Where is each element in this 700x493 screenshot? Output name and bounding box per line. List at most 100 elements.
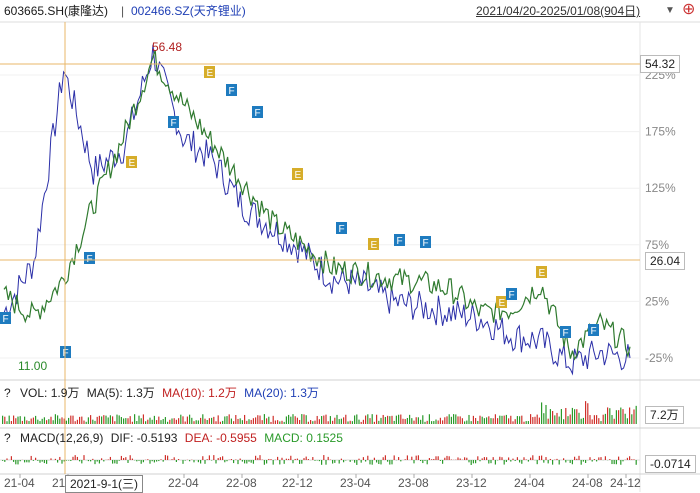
marker-e-badge[interactable]: E: [536, 266, 547, 279]
svg-text:F: F: [423, 238, 429, 249]
macd-bar: [77, 457, 78, 460]
macd-bar: [369, 460, 370, 464]
volume-bar: [376, 415, 377, 424]
macd-bar: [130, 455, 131, 460]
volume-bar: [22, 421, 23, 424]
macd-bar: [33, 460, 34, 461]
volume-bar: [431, 421, 432, 424]
marker-e-badge[interactable]: E: [496, 296, 507, 309]
volume-bar: [251, 420, 252, 424]
marker-e-badge[interactable]: E: [292, 168, 303, 181]
macd-bar: [101, 458, 102, 460]
volume-bar: [609, 408, 610, 424]
volume-bar: [539, 418, 540, 424]
macd-bar: [374, 458, 375, 460]
macd-bar: [556, 459, 557, 460]
volume-bar: [486, 417, 487, 424]
macd-bar: [620, 460, 621, 465]
volume-bar: [169, 420, 170, 424]
macd-bar: [629, 456, 630, 460]
marker-f-badge[interactable]: F: [506, 288, 517, 301]
volume-bar: [13, 416, 14, 424]
volume-bar: [77, 420, 78, 424]
macd-bar: [299, 460, 300, 464]
macd-bar: [204, 460, 205, 464]
volume-bar: [429, 414, 430, 424]
volume-bar: [319, 419, 320, 424]
marker-f-badge[interactable]: F: [336, 222, 347, 235]
volume-bar: [292, 414, 293, 424]
volume-bar: [266, 418, 267, 424]
macd-bar: [387, 460, 388, 462]
macd-bar: [583, 460, 584, 462]
macd-bar: [391, 460, 392, 464]
macd-bar: [589, 457, 590, 460]
volume-bar: [495, 414, 496, 424]
marker-f-badge[interactable]: F: [168, 116, 179, 129]
macd-bar: [233, 460, 234, 463]
macd-bar: [484, 457, 485, 460]
macd-bar: [255, 456, 256, 460]
volume-bar: [9, 416, 10, 424]
marker-f-badge[interactable]: F: [560, 326, 571, 339]
volume-bar: [394, 421, 395, 424]
macd-bar: [574, 457, 575, 460]
macd-bar: [438, 456, 439, 460]
marker-f-badge[interactable]: F: [394, 234, 405, 247]
volume-bar: [347, 421, 348, 424]
volume-bar: [116, 415, 117, 424]
volume-bar: [587, 403, 588, 424]
macd-bar: [207, 459, 208, 460]
macd-bar: [141, 460, 142, 464]
volume-bar: [125, 418, 126, 424]
macd-bar: [202, 456, 203, 460]
macd-bar: [61, 460, 62, 464]
volume-bar: [244, 415, 245, 424]
macd-bar: [508, 457, 509, 460]
marker-f-badge[interactable]: F: [0, 312, 11, 325]
volume-bar: [94, 421, 95, 424]
marker-e-badge[interactable]: E: [204, 66, 215, 79]
macd-bar: [504, 460, 505, 465]
macd-bar: [97, 460, 98, 462]
help-icon[interactable]: ?: [4, 431, 11, 445]
marker-f-badge[interactable]: F: [588, 324, 599, 337]
volume-bar: [33, 418, 34, 424]
macd-bar: [515, 460, 516, 461]
macd-bar: [334, 460, 335, 463]
volume-bar: [130, 416, 131, 424]
marker-e-badge[interactable]: E: [126, 156, 137, 169]
macd-bar: [398, 457, 399, 460]
volume-bar: [493, 418, 494, 424]
dea-value: DEA: -0.5955: [185, 431, 257, 445]
macd-bar: [314, 460, 315, 461]
marker-f-badge[interactable]: F: [226, 84, 237, 97]
macd-bar: [114, 460, 115, 463]
macd-bar: [11, 456, 12, 460]
volume-bar: [330, 416, 331, 424]
ma20-value: MA(20): 1.3万: [244, 386, 319, 400]
ma10-value: MA(10): 1.2万: [162, 386, 237, 400]
volume-bar: [83, 421, 84, 424]
volume-bar: [178, 418, 179, 424]
volume-bar: [174, 418, 175, 424]
volume-bar: [565, 408, 566, 424]
volume-bar: [114, 421, 115, 424]
marker-e-badge[interactable]: E: [368, 238, 379, 251]
macd-bar: [521, 460, 522, 464]
volume-bar: [367, 414, 368, 424]
marker-f-badge[interactable]: F: [84, 252, 95, 265]
volume-bar: [138, 416, 139, 424]
x-tick-label: 23-12: [456, 476, 487, 490]
volume-bar: [180, 415, 181, 424]
help-icon[interactable]: ?: [4, 386, 11, 400]
volume-bar: [352, 421, 353, 424]
volume-bar: [187, 417, 188, 424]
macd-bar: [328, 457, 329, 460]
marker-f-badge[interactable]: F: [420, 236, 431, 249]
macd-bar: [427, 460, 428, 464]
macd-bar: [614, 460, 615, 464]
marker-f-badge[interactable]: F: [252, 106, 263, 119]
volume-bar: [220, 422, 221, 424]
